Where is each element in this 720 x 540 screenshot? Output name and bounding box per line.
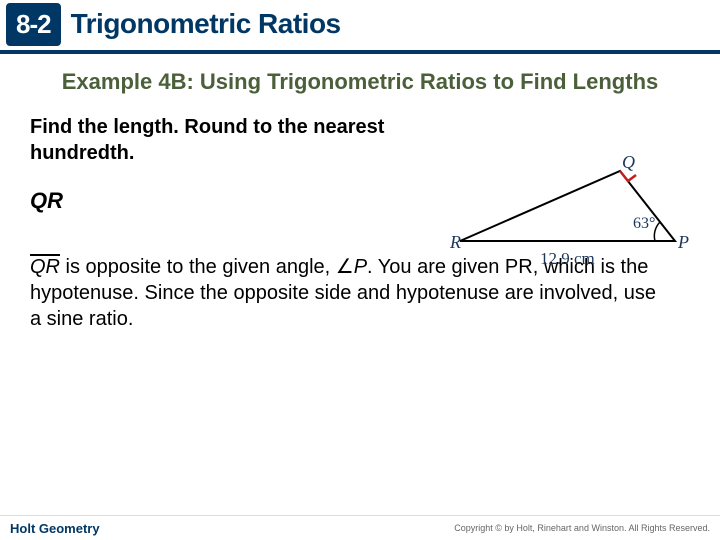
right-angle-icon [620,171,636,181]
triangle-diagram: Q R P 63° 12.9 cm [450,156,690,276]
instruction-text: Find the length. Round to the nearest hu… [30,114,420,166]
vertex-p-label: P [677,232,689,252]
vertex-r-label: R [450,232,461,252]
lesson-title: Trigonometric Ratios [71,8,341,40]
angle-measure: 63° [633,215,655,232]
segment-qr: QR [30,256,60,278]
angle-vertex: P [354,256,367,278]
footer: Holt Geometry Copyright © by Holt, Rineh… [0,516,720,540]
base-length: 12.9 cm [540,249,595,268]
angle-symbol: ∠ [336,256,354,278]
header-bar: 8-2 Trigonometric Ratios [0,0,720,48]
example-title: Example 4B: Using Trigonometric Ratios t… [30,68,690,96]
header-rule [0,50,720,54]
section-number: 8-2 [6,3,61,46]
exp-part1: is opposite to the given angle, [60,256,336,278]
footer-copyright: Copyright © by Holt, Rinehart and Winsto… [454,523,710,533]
footer-brand: Holt Geometry [10,521,100,536]
vertex-q-label: Q [622,156,635,172]
